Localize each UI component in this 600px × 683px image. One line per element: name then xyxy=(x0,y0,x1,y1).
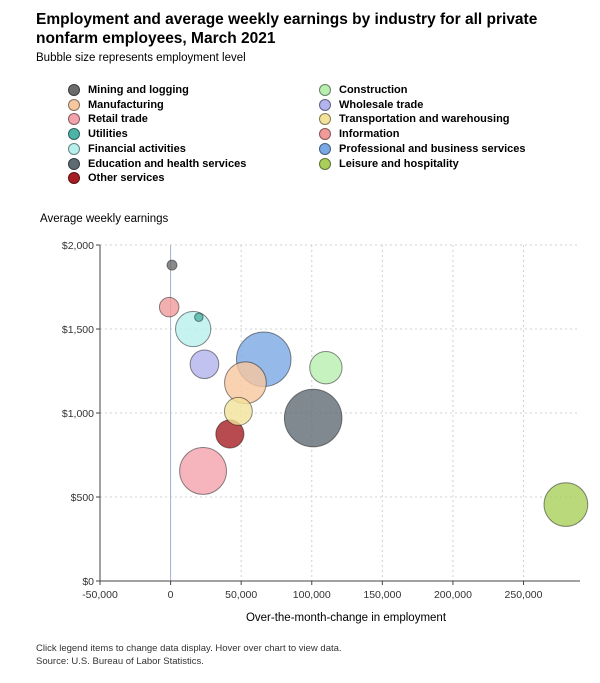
legend-swatch-icon xyxy=(68,113,80,126)
legend-label: Retail trade xyxy=(88,113,148,126)
bubble-manufacturing[interactable] xyxy=(224,361,267,405)
legend-item-information[interactable]: Information xyxy=(319,127,400,141)
source-note: Source: U.S. Bureau of Labor Statistics. xyxy=(36,656,204,667)
bubble-construction[interactable] xyxy=(309,350,343,385)
legend-item-mining-and-logging[interactable]: Mining and logging xyxy=(68,83,189,97)
legend-label: Education and health services xyxy=(88,157,247,170)
bubble-mining-and-logging[interactable] xyxy=(166,259,178,271)
legend-swatch-icon xyxy=(68,84,80,96)
legend-swatch-icon xyxy=(68,172,80,185)
bubble-leisure-and-hospitality[interactable] xyxy=(543,482,589,527)
legend-item-transportation-and-warehousing[interactable]: Transportation and warehousing xyxy=(319,112,510,126)
bubble-financial-activities[interactable] xyxy=(175,310,212,348)
legend-label: Professional and business services xyxy=(339,142,526,155)
legend-swatch-icon xyxy=(319,157,331,170)
legend-label: Information xyxy=(339,128,400,141)
x-tick-label: 0 xyxy=(168,589,174,601)
x-tick-label: 100,000 xyxy=(293,589,331,601)
legend-swatch-icon xyxy=(319,113,331,126)
legend-swatch-icon xyxy=(319,128,331,141)
legend-item-education-and-health-services[interactable]: Education and health services xyxy=(68,157,246,171)
legend-label: Utilities xyxy=(88,128,128,141)
legend-item-utilities[interactable]: Utilities xyxy=(68,127,128,141)
legend-label: Manufacturing xyxy=(88,98,164,111)
legend-label: Mining and logging xyxy=(88,84,189,96)
legend-item-wholesale-trade[interactable]: Wholesale trade xyxy=(319,98,423,112)
legend-swatch-icon xyxy=(68,98,80,111)
y-axis-label: Average weekly earnings xyxy=(40,213,169,225)
footnote: Click legend items to change data displa… xyxy=(36,643,342,654)
legend-item-leisure-and-hospitality[interactable]: Leisure and hospitality xyxy=(319,157,459,171)
x-axis-label: Over-the-month-change in employment xyxy=(245,612,447,624)
legend-item-construction[interactable]: Construction xyxy=(319,83,407,97)
legend-swatch-icon xyxy=(319,142,331,155)
legend-item-professional-and-business-services[interactable]: Professional and business services xyxy=(319,142,525,156)
y-tick-label: $500 xyxy=(71,492,95,504)
legend-label: Wholesale trade xyxy=(339,98,424,111)
x-tick-label: 200,000 xyxy=(434,589,472,601)
legend-label: Construction xyxy=(339,84,408,96)
chart-title: Employment and average weekly earnings b… xyxy=(36,11,538,47)
bubble-transportation-and-warehousing[interactable] xyxy=(223,396,253,426)
legend-swatch-icon xyxy=(68,157,80,170)
legend-item-manufacturing[interactable]: Manufacturing xyxy=(68,98,164,112)
x-tick-label: 50,000 xyxy=(225,589,257,601)
legend-swatch-icon xyxy=(68,142,80,155)
legend-item-financial-activities[interactable]: Financial activities xyxy=(68,142,186,156)
y-tick-label: $1,000 xyxy=(62,408,94,420)
legend-label: Other services xyxy=(88,172,165,185)
bubble-retail-trade[interactable] xyxy=(179,447,227,495)
legend-label: Leisure and hospitality xyxy=(339,157,459,170)
bubble-information[interactable] xyxy=(158,296,180,318)
y-tick-label: $2,000 xyxy=(62,240,94,252)
legend-item-other-services[interactable]: Other services xyxy=(68,171,164,185)
bubble-utilities[interactable] xyxy=(194,312,204,322)
legend-swatch-icon xyxy=(319,84,331,96)
legend-label: Transportation and warehousing xyxy=(339,113,510,126)
legend-label: Financial activities xyxy=(88,142,186,155)
legend-item-retail-trade[interactable]: Retail trade xyxy=(68,112,148,126)
x-tick-label: 250,000 xyxy=(505,589,543,601)
chart-subtitle: Bubble size represents employment level xyxy=(36,52,246,64)
x-tick-label: -50,000 xyxy=(82,589,118,601)
bubble-wholesale-trade[interactable] xyxy=(189,349,220,380)
legend-swatch-icon xyxy=(68,128,80,141)
y-tick-label: $0 xyxy=(82,576,94,588)
x-tick-label: 150,000 xyxy=(363,589,401,601)
y-tick-label: $1,500 xyxy=(62,324,94,336)
bubble-education-and-health-services[interactable] xyxy=(283,388,343,448)
legend-swatch-icon xyxy=(319,98,331,111)
